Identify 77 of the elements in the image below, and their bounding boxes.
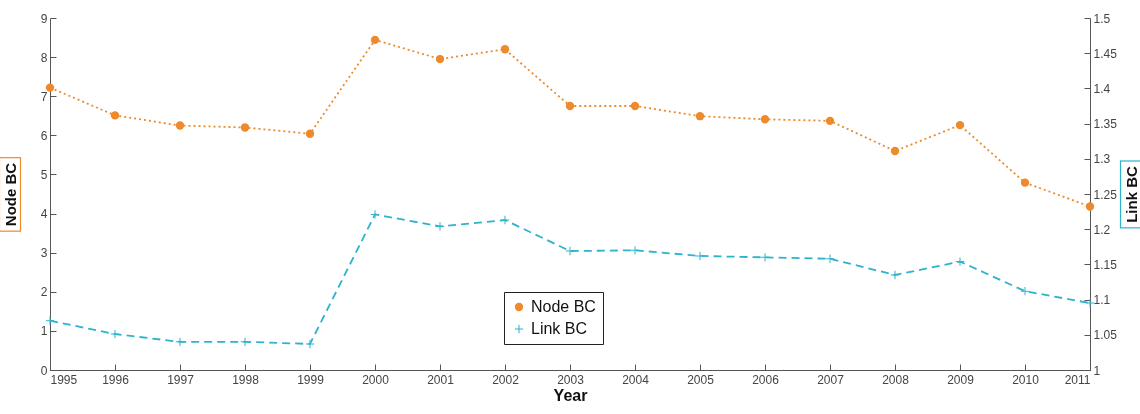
point bbox=[110, 111, 120, 120]
point bbox=[370, 35, 380, 45]
x-tick-label: 1998 bbox=[232, 372, 260, 387]
y-tick-label: 4 bbox=[40, 207, 48, 222]
point bbox=[825, 254, 835, 263]
legend-label: Node BC bbox=[531, 298, 596, 315]
x-tick-label: 2011 bbox=[1064, 372, 1091, 387]
point bbox=[825, 116, 835, 126]
x-tick-label: 1999 bbox=[297, 372, 325, 387]
point bbox=[565, 246, 575, 256]
point bbox=[695, 111, 705, 121]
y2-tick-label: 1.25 bbox=[1093, 187, 1118, 202]
point bbox=[435, 222, 445, 231]
point bbox=[175, 337, 185, 347]
y2-tick-label: 1.2 bbox=[1093, 222, 1111, 237]
x-tick-label: 2002 bbox=[492, 372, 520, 387]
y2-tick-label: 1.4 bbox=[1093, 81, 1111, 96]
y2-tick-label: 1.35 bbox=[1093, 117, 1118, 132]
x-tick-label: 2008 bbox=[882, 372, 910, 387]
point bbox=[1085, 298, 1095, 308]
x-tick-label: 1997 bbox=[167, 372, 195, 387]
y2-tick-label: 1.45 bbox=[1093, 46, 1118, 61]
x-tick-label: 2001 bbox=[427, 372, 455, 387]
y2-tick-label: 1.05 bbox=[1093, 328, 1118, 343]
y2-tick-label: 1.5 bbox=[1093, 11, 1111, 26]
y-tick-label: 3 bbox=[40, 246, 48, 261]
y-tick-label: 7 bbox=[40, 89, 48, 104]
point bbox=[955, 120, 965, 130]
y-tick-label: 5 bbox=[40, 167, 48, 182]
point bbox=[110, 329, 120, 339]
point bbox=[630, 246, 640, 255]
point bbox=[305, 129, 315, 138]
y-tick-label: 1 bbox=[40, 324, 48, 339]
x-tick-label: 2009 bbox=[947, 372, 975, 387]
point bbox=[890, 146, 900, 156]
point bbox=[1020, 286, 1030, 296]
x-axis-title: Year bbox=[553, 386, 588, 404]
y2-axis-title: Link BC bbox=[1122, 166, 1140, 223]
point bbox=[305, 339, 315, 349]
y2-tick-label: 1 bbox=[1093, 363, 1101, 378]
point bbox=[890, 270, 900, 280]
x-tick-label: 1995 bbox=[50, 372, 78, 387]
point bbox=[500, 45, 510, 54]
y-tick-label: 2 bbox=[40, 285, 48, 300]
point bbox=[500, 215, 510, 225]
y2-tick-label: 1.3 bbox=[1093, 152, 1111, 167]
point bbox=[435, 54, 445, 64]
point bbox=[760, 253, 770, 262]
point bbox=[240, 337, 250, 347]
point bbox=[760, 115, 770, 124]
point bbox=[175, 121, 185, 130]
x-tick-label: 2010 bbox=[1012, 372, 1040, 387]
point bbox=[565, 101, 575, 111]
point bbox=[955, 257, 965, 266]
x-tick-label: 2000 bbox=[362, 372, 390, 387]
y-axis-title: Node BC bbox=[1, 162, 19, 227]
x-tick-label: 2006 bbox=[752, 372, 780, 387]
point bbox=[1020, 178, 1030, 187]
y-tick-label: 8 bbox=[40, 50, 48, 65]
y2-tick-label: 1.1 bbox=[1093, 293, 1111, 308]
x-tick-label: 1996 bbox=[102, 372, 130, 387]
x-tick-label: 2007 bbox=[817, 372, 845, 387]
point bbox=[695, 251, 705, 261]
point bbox=[240, 123, 250, 132]
y2-tick-label: 1.15 bbox=[1093, 257, 1118, 272]
legend-label: Link BC bbox=[531, 320, 588, 337]
x-tick-label: 2005 bbox=[687, 372, 715, 387]
y-tick-label: 6 bbox=[40, 128, 48, 143]
point bbox=[370, 210, 380, 219]
y-tick-label: 9 bbox=[40, 11, 48, 26]
x-tick-label: 2003 bbox=[557, 372, 585, 387]
x-tick-label: 2004 bbox=[622, 372, 650, 387]
point bbox=[630, 101, 640, 111]
point bbox=[1085, 202, 1095, 211]
y-tick-label: 0 bbox=[40, 363, 48, 378]
point bbox=[45, 83, 55, 92]
point bbox=[45, 316, 55, 325]
